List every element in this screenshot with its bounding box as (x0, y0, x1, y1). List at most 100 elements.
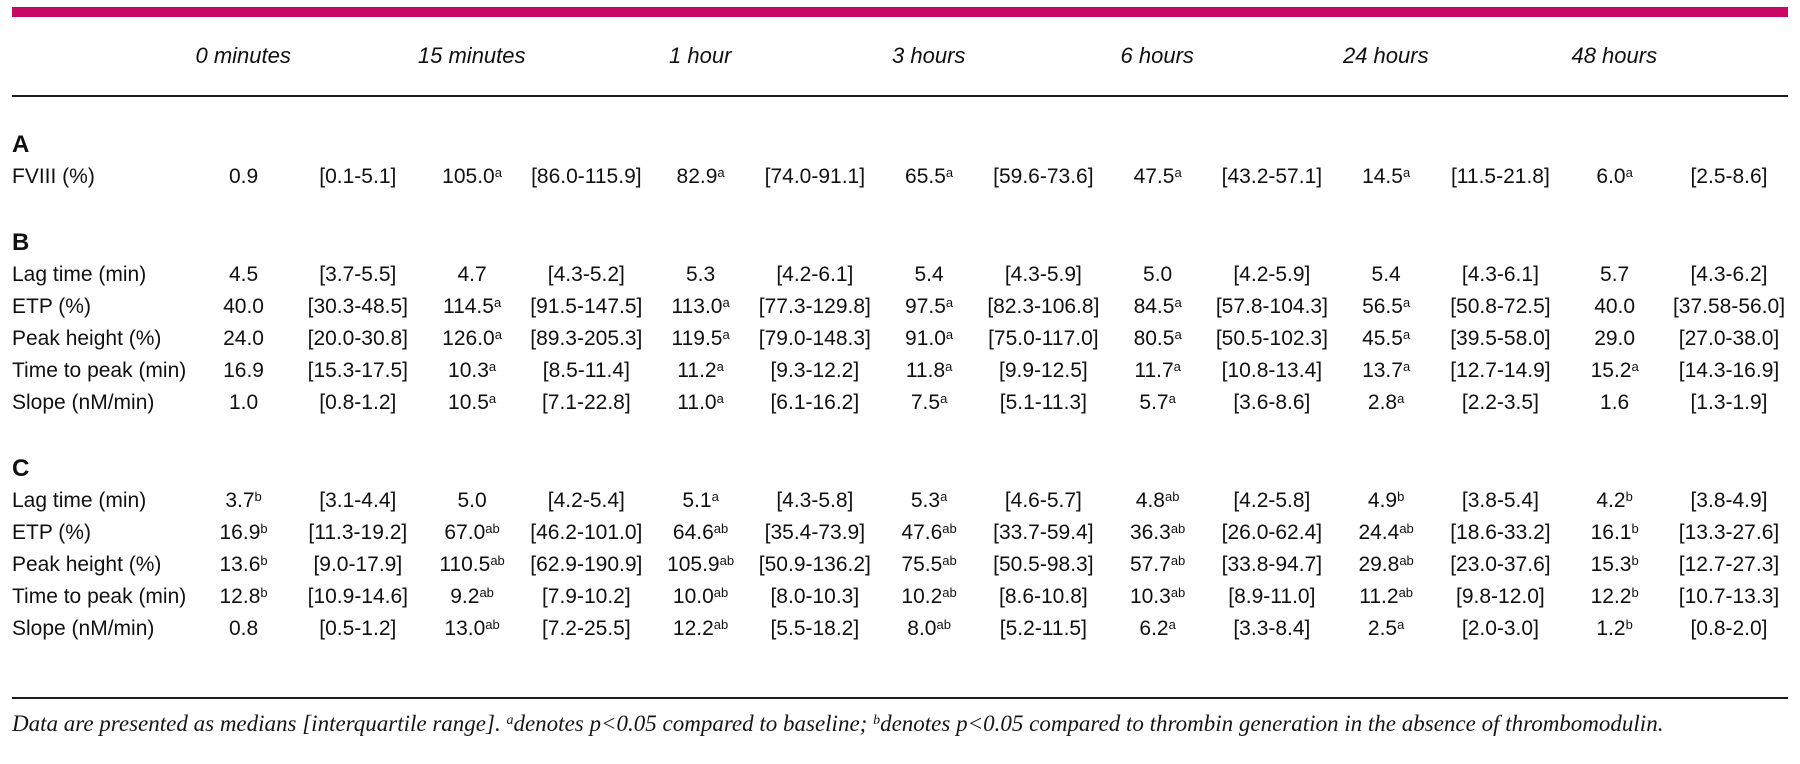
significance-superscript: a (494, 165, 502, 180)
significance-superscript: a (945, 165, 954, 180)
significance-superscript: b (260, 521, 268, 536)
table-row: Slope (nM/min) 0.8 [0.5-1.2] 13.0ab [7.2-25.… (12, 613, 1788, 645)
median-value: 126.0a (442, 327, 502, 350)
median-value: 29.8ab (1358, 553, 1414, 576)
median-value: 11.2ab (1359, 585, 1414, 608)
iqr-value: [50.5-98.3] (993, 553, 1094, 576)
significance-superscript: ab (485, 521, 500, 536)
iqr-value: [4.2-5.8] (1233, 489, 1311, 512)
median-value: 105.9ab (667, 553, 735, 576)
median-value: 80.5a (1133, 327, 1182, 350)
significance-superscript: a (1173, 359, 1181, 374)
significance-superscript: a (1631, 359, 1639, 374)
column-header-3-hours: 3 hours (873, 17, 1103, 97)
iqr-value: [1.3-1.9] (1690, 391, 1768, 414)
iqr-value: [50.8-72.5] (1450, 295, 1551, 318)
significance-superscript: ab (936, 617, 951, 632)
footnote-superscript-a: a (506, 713, 514, 728)
iqr-value: [12.7-27.3] (1678, 553, 1780, 576)
iqr-value: [13.3-27.6] (1678, 521, 1780, 544)
median-value: 47.6ab (901, 521, 957, 544)
iqr-value: [59.6-73.6] (993, 165, 1094, 188)
iqr-value: [9.0-17.9] (313, 553, 403, 576)
median-value: 0.9 (228, 165, 259, 188)
iqr-value: [8.5-11.4] (542, 359, 630, 382)
section-label-C: C (12, 455, 30, 482)
significance-superscript: a (1174, 165, 1182, 180)
median-value: 57.7ab (1129, 553, 1186, 576)
significance-superscript: b (260, 585, 268, 600)
column-header-label: 24 hours (1342, 43, 1429, 68)
iqr-value: [15.3-17.5] (307, 359, 409, 382)
iqr-value: [57.8-104.3] (1215, 295, 1328, 318)
median-value: 64.6ab (672, 521, 729, 544)
significance-superscript: a (945, 359, 953, 374)
iqr-value: [33.8-94.7] (1221, 553, 1323, 576)
median-value: 3.7b (225, 489, 262, 512)
header-spacer-cell (12, 17, 189, 97)
median-value: 40.0 (223, 295, 264, 318)
iqr-value: [3.7-5.5] (319, 263, 397, 286)
median-value: 114.5a (442, 295, 502, 318)
significance-superscript: ab (942, 585, 957, 600)
iqr-value: [3.1-4.4] (319, 489, 397, 512)
iqr-value: [50.9-136.2] (758, 553, 871, 576)
significance-superscript: a (1174, 327, 1182, 342)
iqr-value: [11.3-19.2] (308, 521, 408, 544)
footnote-text-1: Data are presented as medians [interquar… (12, 711, 507, 736)
iqr-value: [5.2-11.5] (999, 617, 1087, 640)
median-value: 84.5a (1133, 295, 1182, 318)
median-value: 5.7a (1139, 391, 1176, 414)
median-value: 10.2ab (901, 585, 957, 608)
median-value: 75.5ab (901, 553, 957, 576)
significance-superscript: ab (485, 617, 500, 632)
median-value: 110.5ab (439, 553, 505, 576)
median-value: 16.9 (223, 359, 264, 382)
iqr-value: [10.9-14.6] (307, 585, 409, 608)
table-row: Slope (nM/min) 1.0 [0.8-1.2] 10.5a [7.1-22.8… (12, 387, 1788, 419)
median-value: 0.8 (228, 617, 259, 640)
iqr-value: [8.6-10.8] (998, 585, 1088, 608)
significance-superscript: ab (490, 553, 505, 568)
median-value: 5.7 (1600, 263, 1630, 286)
iqr-value: [26.0-62.4] (1221, 521, 1323, 544)
significance-superscript: a (722, 295, 730, 310)
iqr-value: [18.6-33.2] (1450, 521, 1551, 544)
iqr-value: [14.3-16.9] (1678, 359, 1780, 382)
significance-superscript: a (940, 391, 948, 406)
median-value: 97.5a (905, 295, 954, 318)
iqr-value: [0.5-1.2] (319, 617, 397, 640)
median-value: 24.0 (223, 327, 264, 350)
median-value: 56.5a (1362, 295, 1411, 318)
iqr-value: [4.3-5.8] (776, 489, 854, 512)
median-value: 5.4 (914, 263, 944, 286)
significance-superscript: a (493, 295, 502, 310)
significance-superscript: b (1631, 521, 1639, 536)
iqr-value: [10.8-13.4] (1221, 359, 1323, 382)
iqr-value: [7.9-10.2] (541, 585, 631, 608)
median-value: 16.1b (1590, 521, 1639, 544)
row-label: Peak height (%) (12, 553, 162, 576)
iqr-value: [37.58-56.0] (1672, 295, 1786, 318)
iqr-value: [2.2-3.5] (1461, 391, 1539, 414)
significance-superscript: a (1402, 295, 1411, 310)
median-value: 45.5a (1362, 327, 1411, 350)
iqr-value: [4.3-6.1] (1461, 263, 1539, 286)
table-row: FVIII (%) 0.9 [0.1-5.1] 105.0a [86.0-115.9] 8… (12, 161, 1788, 193)
iqr-value: [12.7-14.9] (1450, 359, 1551, 382)
iqr-value: [62.9-190.9] (530, 553, 643, 576)
significance-superscript: a (1397, 391, 1405, 406)
iqr-value: [77.3-129.8] (758, 295, 871, 318)
significance-superscript: a (488, 391, 497, 406)
median-value: 10.3a (448, 359, 497, 382)
median-value: 13.6b (219, 553, 268, 576)
column-header-label: 48 hours (1571, 43, 1658, 68)
median-value: 5.3a (910, 489, 948, 512)
median-value: 5.0 (1143, 263, 1173, 286)
iqr-value: [4.2-5.4] (547, 489, 625, 512)
row-label: Lag time (min) (12, 263, 147, 286)
significance-superscript: ab (1398, 585, 1414, 600)
column-header-1-hour: 1 hour (645, 17, 874, 97)
significance-superscript: ab (1170, 521, 1186, 536)
median-value: 10.0ab (672, 585, 729, 608)
